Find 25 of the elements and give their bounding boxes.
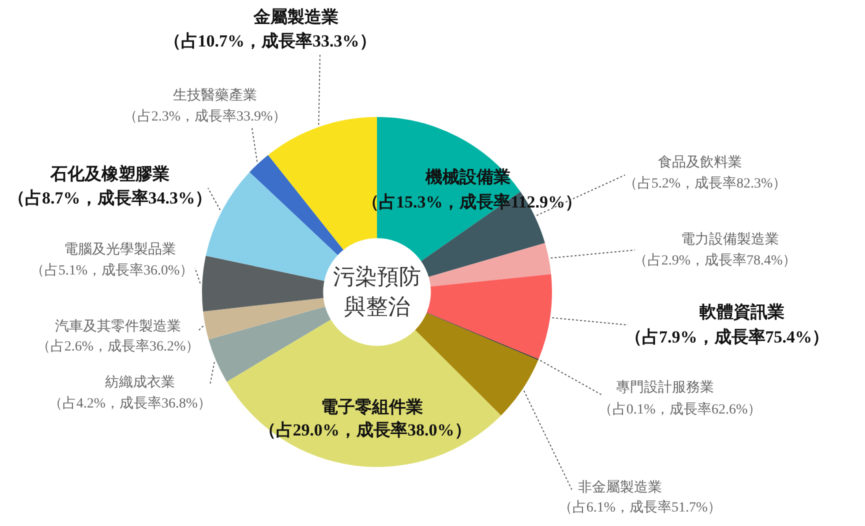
slice-label: 金屬製造業: [252, 7, 338, 26]
data-label: （占2.9%，成長率78.4%）: [633, 252, 797, 269]
slice-label: 電子零組件業: [321, 397, 423, 416]
data-label: （占10.7%，成長率33.3%）: [164, 31, 376, 50]
slice-label: 汽車及其零件製造業: [55, 318, 181, 335]
data-label: （占5.2%，成長率82.3%）: [623, 176, 787, 192]
data-label: （占4.2%，成長率36.8%）: [48, 396, 212, 412]
slice-label: 軟體資訊業: [698, 302, 784, 322]
slice-label: 食品及飲料業: [658, 154, 742, 171]
slice-label: 電腦及光學製品業: [64, 242, 176, 258]
data-label: （占2.6%，成長率36.2%）: [36, 338, 200, 355]
slice-label: 機械設備業: [424, 167, 510, 186]
data-label: （占8.7%，成長率34.3%）: [8, 188, 212, 208]
slice-label: 專門設計服務業: [616, 380, 714, 396]
slice-label: 石化及橡塑膠業: [50, 163, 170, 184]
data-label: （占6.1%，成長率51.7%）: [558, 500, 722, 516]
data-label: （占2.3%，成長率33.9%）: [123, 108, 287, 125]
data-label: （占7.9%，成長率75.4%）: [625, 327, 829, 346]
slice-label: 生技醫藥產業: [173, 88, 257, 104]
data-label: （占5.1%，成長率36.0%）: [30, 262, 194, 279]
slice-label: 紡織成衣業: [105, 374, 175, 391]
slice-label: 電力設備製造業: [681, 232, 779, 248]
text: 污染預防與整治: [333, 264, 421, 319]
slice-label: 非金屬製造業: [578, 480, 662, 496]
data-label: （占0.1%，成長率62.6%）: [598, 402, 762, 418]
